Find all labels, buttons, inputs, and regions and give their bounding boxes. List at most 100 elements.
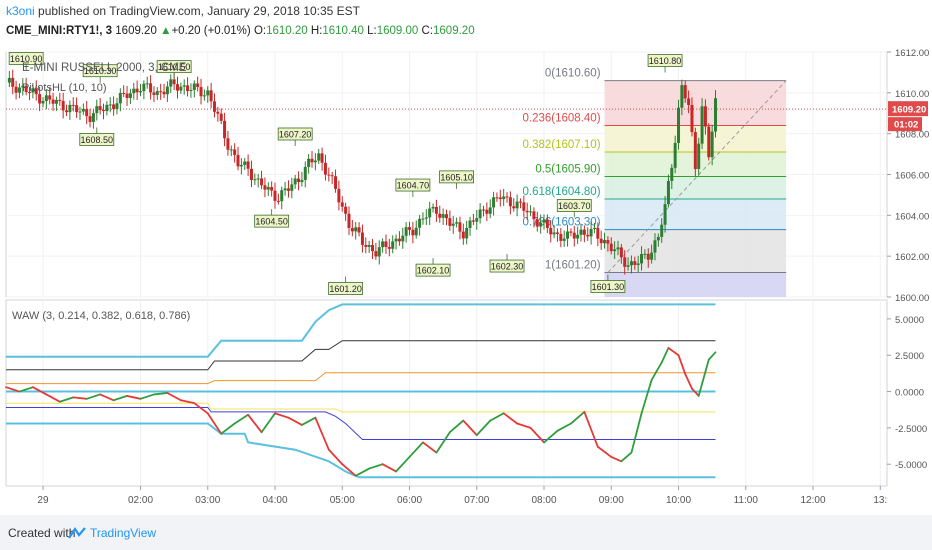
osc-main-segment [475,419,492,437]
candle-body [673,142,677,168]
candle-body [102,110,106,112]
candle-body [381,241,385,248]
candle-body [441,214,445,218]
fib-level-label: 0.5(1605.90) [535,164,600,176]
candle-body [690,104,694,133]
candle-body [411,229,415,236]
candle-body [525,210,529,213]
osc-band-line [6,402,716,413]
candle-body [139,91,143,93]
candle-body [408,227,412,230]
published-text: published on TradingView.com, January 29… [34,4,361,18]
osc-main-segment [630,412,643,454]
candle-body [559,233,563,241]
candle-body [209,90,213,102]
candle-body [643,253,647,255]
osc-main-segment [139,393,155,400]
pivot-box [156,60,192,74]
candle-body [364,244,368,247]
candle-body [44,95,48,101]
price-tick-label: 1602.00 [895,252,929,263]
pivot-label: 1604.50 [255,217,288,227]
footer: Created with TradingView [0,515,932,550]
candle-body [169,79,173,87]
osc-main-segment [596,445,613,458]
price-pane[interactable]: 1612.00 1610.00 1608.00 1606.00 1604.00 1602.… [5,48,929,304]
candle-body [226,138,230,150]
candle-body [125,93,129,99]
pivot-box [79,133,115,146]
symbol-label[interactable]: CME_MINI:RTY1!, 3 [6,25,113,37]
osc-main-segment [166,392,182,402]
candle-body [475,218,479,222]
candle-body [532,211,536,220]
candle-body [186,85,190,92]
candle-body [683,85,687,99]
price-badge [888,101,928,117]
candle-body [175,84,179,91]
candle-body [233,149,237,155]
open-value: 1610.20 [266,25,308,37]
candle-body [428,208,432,218]
candle-body [239,164,243,167]
tradingview-link[interactable]: TradingView [90,526,157,540]
osc-main-segment [516,422,532,429]
candle-body [424,217,428,219]
candle-body [216,111,220,114]
osc-main-segment [667,347,680,357]
osc-main-segment [18,386,34,393]
time-tick-label: 09:00 [599,495,624,506]
candle-body [11,77,15,87]
candle-body [229,149,233,151]
candle-body [572,232,576,239]
candle-body [579,229,583,235]
candle-body [297,178,301,183]
osc-tick-label: 2.5000 [895,351,924,362]
candle-body [65,110,69,113]
price-tick-label: 1600.00 [895,293,929,304]
fib-zone [604,176,787,199]
candle-body [337,188,341,203]
candle-body [145,83,149,85]
fib-zone [604,199,787,230]
candle-body [542,219,546,223]
candle-body [142,83,146,92]
candle-body [223,120,227,139]
candle-body [54,99,58,104]
osc-main-segment [58,396,75,403]
created-with-text: Created with [8,526,76,540]
candle-body [128,93,132,99]
candle-body [307,158,311,167]
candle-body [159,91,163,93]
candle-body [327,174,331,176]
osc-main-segment [610,456,623,463]
osc-main-segment [640,379,653,415]
osc-main-segment [341,463,357,477]
candle-body [303,166,307,180]
candle-body [518,201,522,203]
price-tick-label: 1604.00 [895,211,929,222]
time-tick-label: 10:00 [666,495,691,506]
candle-body [344,206,348,214]
candle-body [687,98,691,105]
candle-body [633,261,637,265]
candle-body [51,99,55,104]
candle-body [273,190,277,201]
candle-body [112,104,116,109]
candle-body [629,261,633,266]
time-axis[interactable]: 29 02:00 03:00 04:00 05:00 06:00 07:00 08:00 09:… [6,485,887,506]
pivot-label: 1603.70 [558,201,591,211]
publisher-link[interactable]: k3oni [6,4,35,18]
osc-main-segment [660,347,670,364]
candle-body [347,213,351,228]
osc-tick-label: -5.0000 [895,460,927,471]
oscillator-pane[interactable]: 5.0000 2.5000 0.0000 -2.5000 -5.0000 WAW (3, … [5,299,927,487]
osc-main-segment [287,416,303,426]
osc-main-segment [274,412,290,419]
candle-body [401,235,405,242]
chart-svg[interactable]: 1612.00 1610.00 1608.00 1606.00 1604.00 1602.… [0,0,932,515]
candle-body [515,201,519,209]
candle-body [243,161,247,165]
oscillator-pane-frame [5,299,888,487]
candle-body [290,184,294,191]
